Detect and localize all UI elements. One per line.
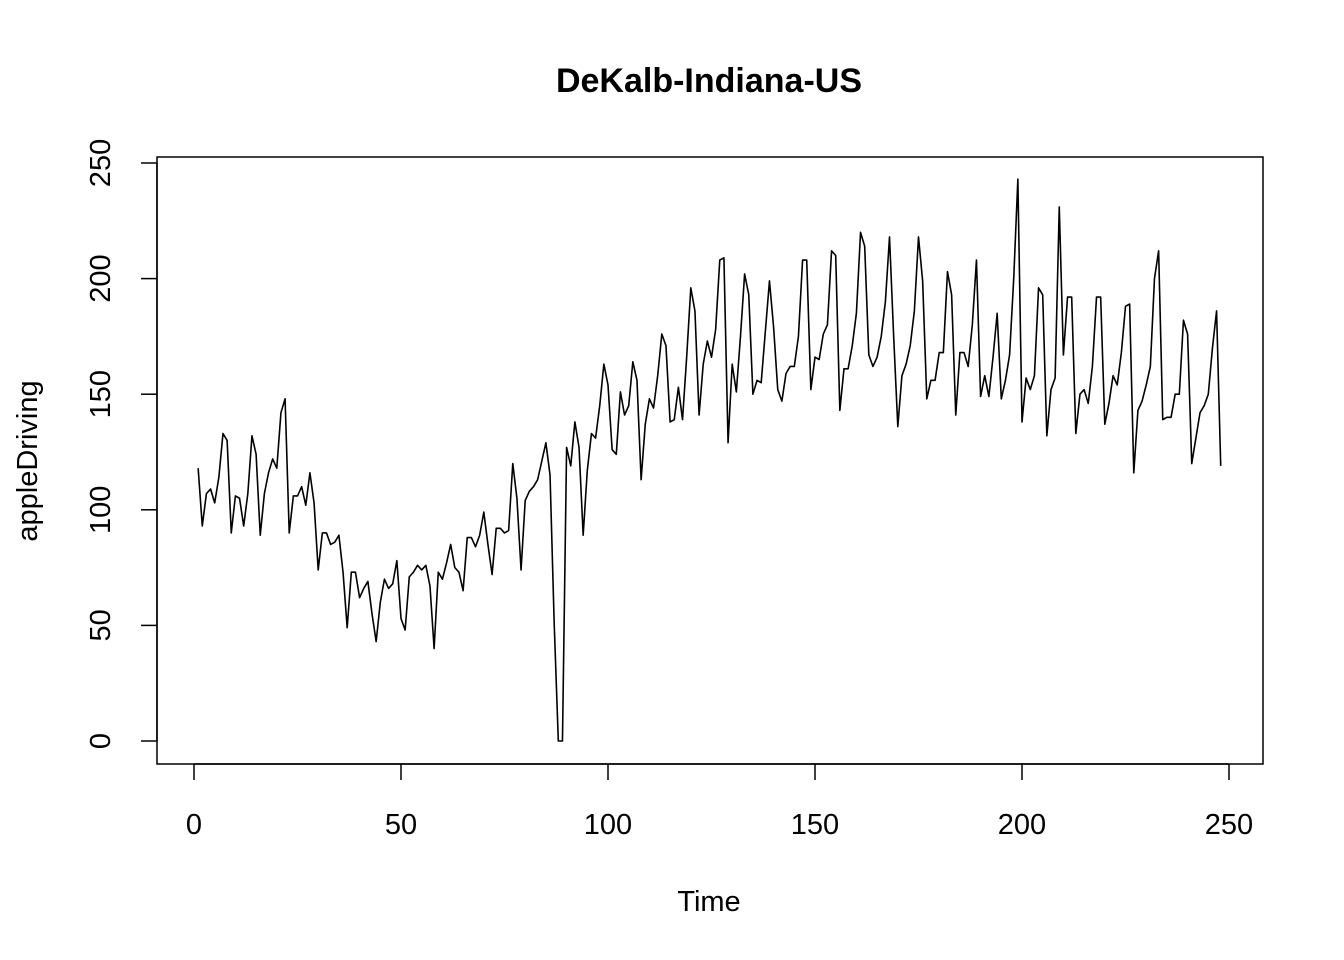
x-tick-label: 50 bbox=[385, 809, 417, 841]
x-tick-label: 250 bbox=[1205, 809, 1253, 841]
y-tick-label: 250 bbox=[85, 139, 117, 187]
x-axis-label: Time bbox=[677, 886, 740, 918]
y-axis: 0 50 100 150 200 250 bbox=[85, 139, 158, 749]
x-tick-label: 200 bbox=[998, 809, 1046, 841]
y-tick-label: 150 bbox=[85, 370, 117, 418]
y-tick-label: 50 bbox=[85, 609, 117, 641]
y-tick-label: 200 bbox=[85, 254, 117, 302]
chart-title: DeKalb-Indiana-US bbox=[556, 62, 862, 100]
x-tick-label: 0 bbox=[186, 809, 202, 841]
x-tick-label: 150 bbox=[791, 809, 839, 841]
y-tick-label: 0 bbox=[85, 733, 117, 749]
plot-frame bbox=[156, 156, 1264, 765]
x-axis: 0 50 100 150 200 250 bbox=[186, 763, 1253, 841]
y-tick-label: 100 bbox=[85, 486, 117, 534]
series-line-appleDriving bbox=[197, 178, 1222, 742]
y-axis-label: appleDriving bbox=[12, 380, 44, 541]
x-tick-label: 100 bbox=[584, 809, 632, 841]
